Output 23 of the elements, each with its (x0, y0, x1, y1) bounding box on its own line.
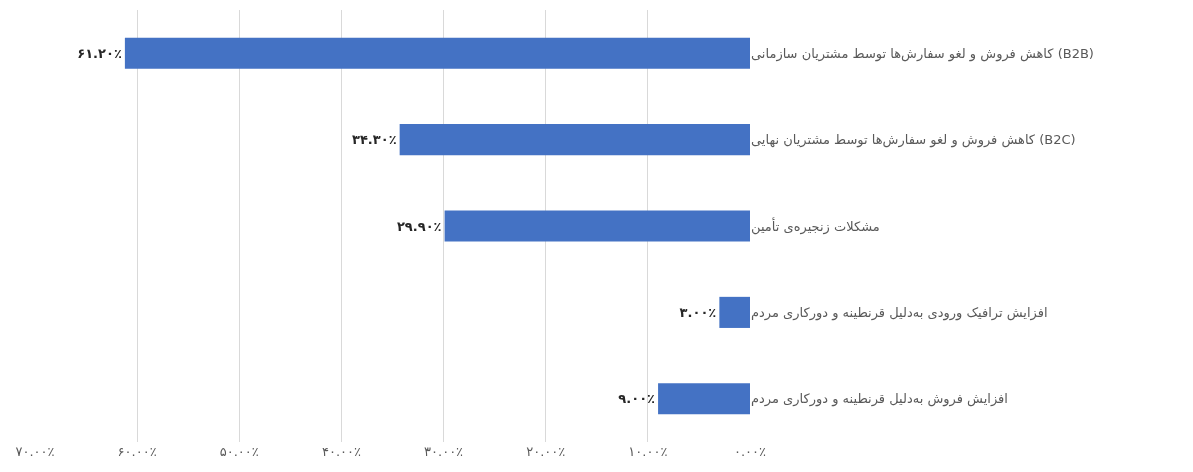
y-tick-label: کاهش فروش و لغو سفارش‌ها توسط مشتریان سازمانی (B2B) (751, 45, 1094, 62)
x-tick-label: ۴۰.۰۰٪ (321, 444, 361, 459)
bar (124, 37, 750, 69)
x-tick-label: ۶۰.۰۰٪ (117, 444, 157, 459)
bar (444, 210, 750, 242)
bar (399, 124, 750, 156)
x-tick-label: ۵۰.۰۰٪ (219, 444, 259, 459)
y-tick-label: کاهش فروش و لغو سفارش‌ها توسط مشتریان نهایی (B2C) (751, 132, 1076, 149)
data-label: ۶۱.۲۰٪ (77, 45, 122, 61)
x-tick-label: ۷۰.۰۰٪ (15, 444, 55, 459)
bar (719, 296, 750, 328)
y-tick-label: مشکلات زنجیره‌ی تأمین (751, 216, 880, 235)
x-tick-label: ۰.۰۰٪ (733, 444, 767, 459)
data-label: ۲۹.۹۰٪ (396, 218, 442, 234)
x-tick-label: ۲۰.۰۰٪ (526, 444, 566, 459)
data-label: ۳۴.۳۰٪ (351, 132, 397, 148)
data-label: ۳.۰۰٪ (679, 304, 717, 320)
y-tick-label: افزایش ترافیک ورودی به‌دلیل قرنطینه و دورکاری مردم (751, 304, 1048, 321)
y-tick-label: افزایش فروش به‌دلیل قرنطینه و دورکاری مردم (751, 391, 1008, 408)
x-tick-label: ۱۰.۰۰٪ (628, 444, 668, 459)
bar (658, 383, 750, 415)
data-label: ۹.۰۰٪ (618, 391, 656, 407)
x-tick-label: ۳۰.۰۰٪ (424, 444, 464, 459)
